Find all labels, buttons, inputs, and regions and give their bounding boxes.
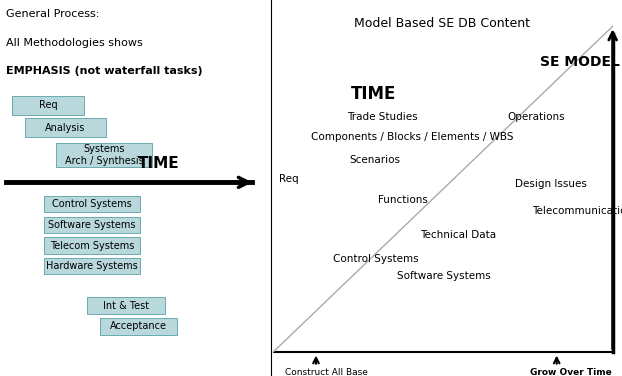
Text: Design Issues: Design Issues <box>515 179 587 189</box>
FancyBboxPatch shape <box>44 217 140 233</box>
Text: Systems
Arch / Synthesis: Systems Arch / Synthesis <box>65 144 144 166</box>
Text: Software Systems: Software Systems <box>397 271 491 281</box>
Text: Operations: Operations <box>507 112 565 121</box>
Text: Hardware Systems: Hardware Systems <box>46 261 137 271</box>
FancyBboxPatch shape <box>56 143 152 167</box>
FancyBboxPatch shape <box>25 118 106 137</box>
Text: Functions: Functions <box>378 195 428 205</box>
Text: Construct All Base
Interlocking Models: Construct All Base Interlocking Models <box>285 368 373 376</box>
Text: SE MODEL: SE MODEL <box>541 55 620 69</box>
Text: TIME: TIME <box>351 85 396 103</box>
Text: Acceptance: Acceptance <box>110 321 167 331</box>
Text: Analysis: Analysis <box>45 123 85 133</box>
Text: Req: Req <box>39 100 57 110</box>
FancyBboxPatch shape <box>44 237 140 254</box>
Text: Software Systems: Software Systems <box>48 220 136 230</box>
FancyBboxPatch shape <box>100 318 177 335</box>
Text: Int & Test: Int & Test <box>103 301 149 311</box>
Text: Trade Studies: Trade Studies <box>347 112 418 121</box>
Text: Telecommunications: Telecommunications <box>532 206 622 215</box>
Text: Scenarios: Scenarios <box>350 155 401 165</box>
FancyBboxPatch shape <box>44 196 140 212</box>
Text: EMPHASIS (not waterfall tasks): EMPHASIS (not waterfall tasks) <box>6 66 203 76</box>
Text: Components / Blocks / Elements / WBS: Components / Blocks / Elements / WBS <box>310 132 513 142</box>
Text: General Process:: General Process: <box>6 9 100 20</box>
Text: Control Systems: Control Systems <box>333 255 419 264</box>
Text: Control Systems: Control Systems <box>52 199 132 209</box>
Text: Req: Req <box>279 174 299 183</box>
Text: Grow Over Time: Grow Over Time <box>530 368 611 376</box>
FancyBboxPatch shape <box>87 297 165 314</box>
FancyBboxPatch shape <box>12 96 84 115</box>
FancyBboxPatch shape <box>44 258 140 274</box>
Text: All Methodologies shows: All Methodologies shows <box>6 38 143 48</box>
Text: TIME: TIME <box>138 156 179 171</box>
Text: Technical Data: Technical Data <box>420 230 496 240</box>
Text: Model Based SE DB Content: Model Based SE DB Content <box>354 17 529 30</box>
Text: Telecom Systems: Telecom Systems <box>50 241 134 250</box>
